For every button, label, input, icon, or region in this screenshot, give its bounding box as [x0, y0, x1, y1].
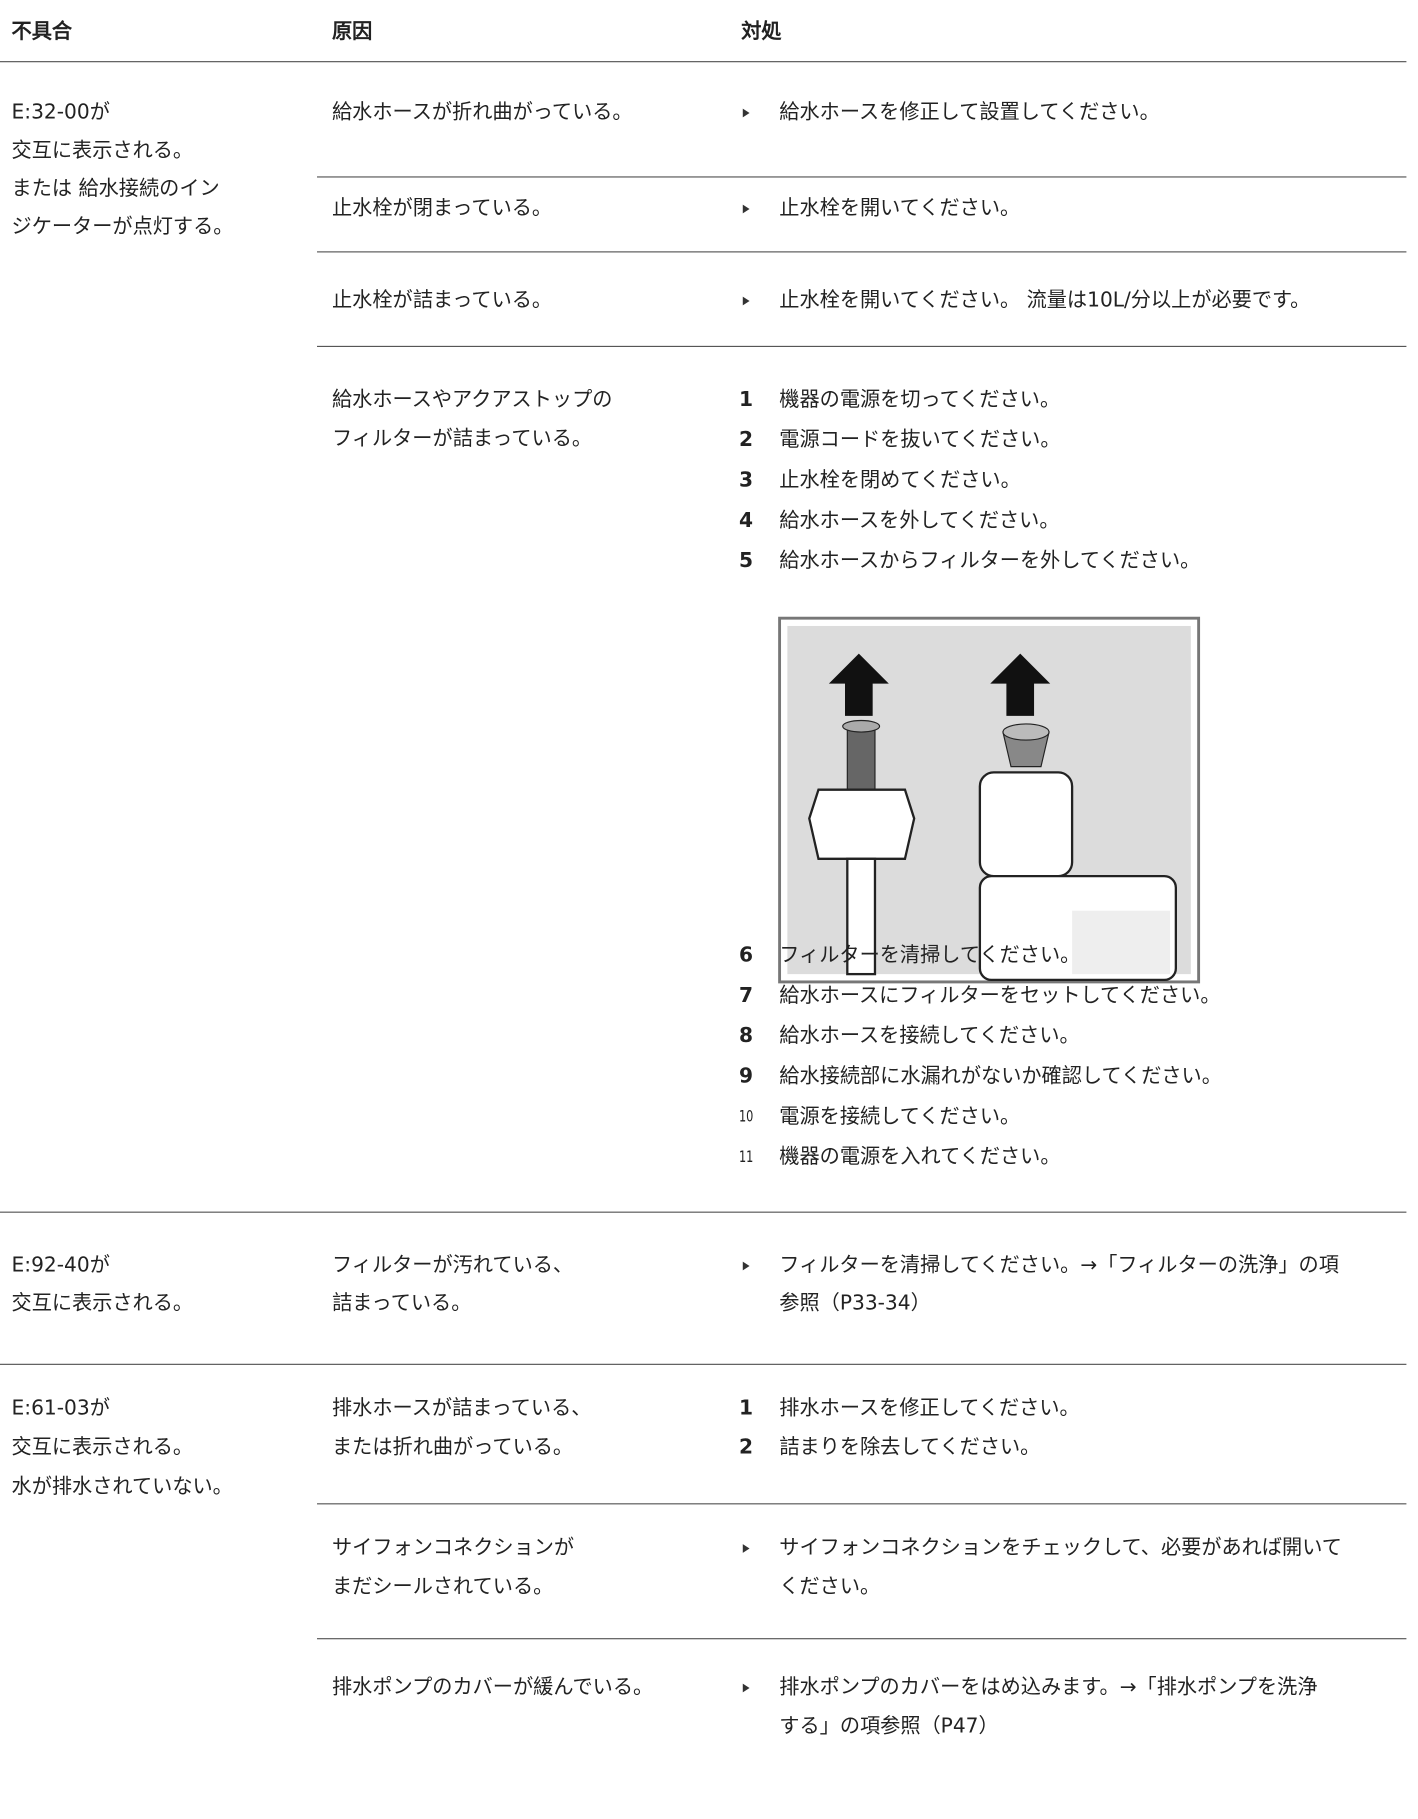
- step-number: 1: [738, 1397, 753, 1421]
- step-text: 給水ホースにフィルターをセットしてください。: [779, 984, 1221, 1008]
- column-header: 原因: [332, 20, 373, 44]
- problem: ジケーターが点灯する。: [11, 215, 234, 239]
- step-text: 電源を接続してください。: [779, 1105, 1021, 1129]
- rule: [317, 1638, 1407, 1640]
- cause: フィルターが汚れている、: [332, 1254, 574, 1278]
- step-text: 止水栓を閉めてください。: [779, 469, 1021, 493]
- cause: 止水栓が閉まっている。: [332, 197, 553, 221]
- step-text: 給水接続部に水漏れがないか確認してください。: [779, 1065, 1222, 1089]
- problem: 交互に表示される。: [11, 1436, 194, 1460]
- rule: [0, 61, 1407, 63]
- action: 給水ホースを修正して設置してください。: [779, 101, 1160, 125]
- step-text: 機器の電源を入れてください。: [779, 1145, 1061, 1169]
- rule: [317, 1503, 1407, 1505]
- step-text: 排水ホースを修正してください。: [779, 1397, 1080, 1421]
- valve-face: [1072, 910, 1171, 975]
- step-text: 電源コードを抜いてください。: [779, 428, 1061, 452]
- column-header: 対処: [741, 20, 782, 44]
- step-text: 給水ホースからフィルターを外してください。: [779, 549, 1201, 573]
- cause: 給水ホースが折れ曲がっている。: [332, 101, 633, 125]
- step-number: 6: [738, 944, 753, 968]
- action: 排水ポンプのカバーをはめ込みます。→「排水ポンプを洗浄: [779, 1676, 1318, 1700]
- hose-nut: [808, 788, 916, 860]
- arrow: [828, 653, 889, 716]
- figure: [778, 616, 1201, 984]
- filter-top: [842, 719, 881, 733]
- rule: [0, 1363, 1407, 1365]
- hose: [846, 857, 877, 976]
- step-number: 11: [738, 1148, 754, 1167]
- problem: E:61-03が: [11, 1397, 110, 1421]
- cause: フィルターが詰まっている。: [332, 427, 593, 451]
- bullet: ▶: [742, 293, 750, 308]
- rule: [317, 251, 1407, 253]
- cause: または折れ曲がっている。: [332, 1436, 574, 1460]
- rule: [317, 345, 1407, 347]
- problem: または 給水接続のイン: [11, 177, 220, 201]
- step-number: 4: [738, 509, 753, 533]
- step-text: 給水ホースを接続してください。: [779, 1024, 1080, 1048]
- bullet: ▶: [742, 1258, 750, 1272]
- step-number: 1: [738, 388, 753, 412]
- problem: 水が排水されていない。: [11, 1475, 233, 1499]
- step-text: フィルターを清掃してください。: [779, 944, 1081, 968]
- column-header: 不具合: [11, 20, 73, 44]
- rule: [0, 1211, 1407, 1213]
- step-number: 9: [738, 1065, 753, 1089]
- step-number: 5: [738, 549, 753, 573]
- step-text: 詰まりを除去してください。: [779, 1436, 1041, 1460]
- problem: 交互に表示される。: [11, 139, 194, 163]
- cause: 止水栓が詰まっている。: [332, 289, 553, 313]
- step-number: 10: [738, 1107, 754, 1127]
- problem: 交互に表示される。: [11, 1292, 194, 1316]
- problem: E:92-40が: [11, 1254, 110, 1278]
- action: サイフォンコネクションをチェックして、必要があれば開いて: [779, 1536, 1342, 1560]
- action: する」の項参照（P47）: [779, 1715, 999, 1739]
- bullet: ▶: [742, 105, 750, 120]
- cause: まだシールされている。: [332, 1575, 554, 1599]
- rule: [317, 176, 1407, 178]
- bullet: ▶: [742, 1680, 750, 1694]
- cause: サイフォンコネクションが: [332, 1536, 575, 1560]
- step-text: 機器の電源を切ってください。: [779, 388, 1061, 412]
- cause: 排水ポンプのカバーが緩んでいる。: [332, 1676, 654, 1700]
- cause: 排水ホースが詰まっている、: [332, 1397, 592, 1421]
- cause: 詰まっている。: [332, 1292, 472, 1316]
- valve: [978, 771, 1074, 878]
- step-number: 2: [738, 428, 753, 452]
- step-number: 7: [738, 984, 753, 1008]
- filter-top: [1002, 723, 1050, 741]
- bullet: ▶: [742, 201, 750, 215]
- problem: E:32-00が: [11, 101, 110, 125]
- action: 止水栓を開いてください。 流量は10L/分以上が必要です。: [779, 289, 1311, 313]
- step-text: 給水ホースを外してください。: [779, 509, 1060, 533]
- step-number: 2: [738, 1436, 753, 1460]
- filter: [846, 725, 876, 797]
- arrow: [990, 653, 1051, 716]
- action: 止水栓を開いてください。: [779, 197, 1021, 221]
- action: 参照（P33-34）: [779, 1292, 931, 1316]
- action: ください。: [779, 1575, 881, 1599]
- step-number: 3: [738, 469, 753, 493]
- step-number: 8: [738, 1024, 753, 1048]
- cause: 給水ホースやアクアストップの: [332, 388, 613, 412]
- bullet: ▶: [742, 1540, 750, 1555]
- action: フィルターを清掃してください。→「フィルターの洗浄」の項: [779, 1254, 1339, 1278]
